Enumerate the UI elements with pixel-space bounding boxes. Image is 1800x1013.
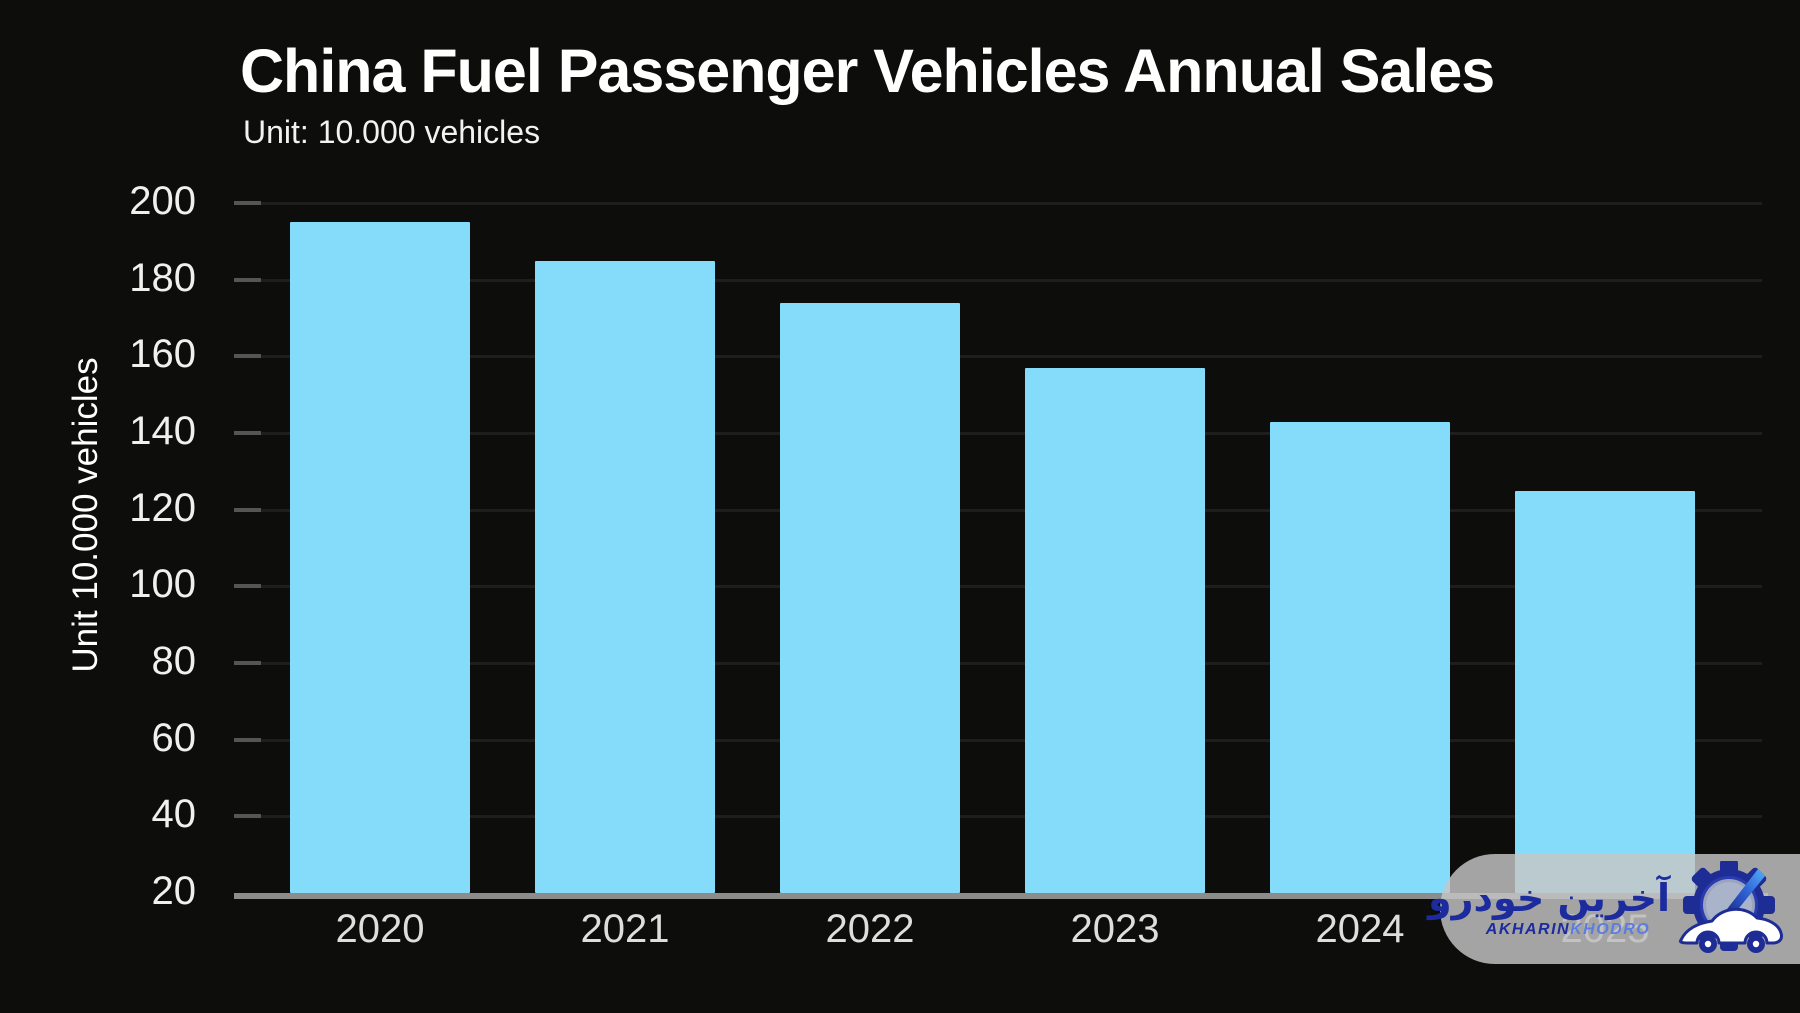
x-axis-line xyxy=(234,893,1768,899)
gear-speedometer-car-logo-icon xyxy=(1678,861,1783,953)
watermark-badge: آخرین خودرو AKHARINKHODRO xyxy=(1428,854,1800,964)
y-tick-mark-80 xyxy=(234,661,261,665)
x-tick-label-2020: 2020 xyxy=(335,907,425,951)
y-tick-label-120: 120 xyxy=(129,485,196,530)
gridline-120 xyxy=(234,508,1762,512)
y-tick-label-80: 80 xyxy=(151,639,197,683)
gridline-80 xyxy=(234,662,1762,665)
bar-2024 xyxy=(1270,421,1450,893)
y-tick-label-180: 180 xyxy=(129,255,196,300)
bar-2021 xyxy=(535,260,715,893)
gridline-60 xyxy=(234,738,1762,742)
y-tick-label-40: 40 xyxy=(151,792,197,837)
gridline-140 xyxy=(234,432,1762,435)
x-tick-label-2024: 2024 xyxy=(1315,907,1405,951)
bar-2023 xyxy=(1025,367,1205,893)
bar-2022 xyxy=(780,302,960,893)
bar-2020 xyxy=(290,222,470,893)
gridline-160 xyxy=(234,355,1762,359)
gridline-100 xyxy=(234,585,1762,589)
y-tick-label-100: 100 xyxy=(129,562,196,607)
gridline-180 xyxy=(234,278,1762,282)
chart-title: China Fuel Passenger Vehicles Annual Sal… xyxy=(240,37,1495,105)
y-tick-mark-200 xyxy=(234,201,261,205)
watermark-latin-bold: AKHARIN xyxy=(1485,921,1571,939)
x-tick-label-2022: 2022 xyxy=(825,907,915,951)
y-tick-mark-120 xyxy=(234,507,261,512)
y-tick-label-60: 60 xyxy=(151,715,197,760)
watermark-latin-text: AKHARINKHODRO xyxy=(1466,921,1670,939)
x-tick-label-2023: 2023 xyxy=(1070,907,1160,951)
bar-2025 xyxy=(1515,490,1695,893)
y-tick-label-140: 140 xyxy=(129,409,196,453)
gridline-40 xyxy=(234,815,1762,819)
y-tick-mark-60 xyxy=(234,737,261,742)
x-tick-label-2021: 2021 xyxy=(580,907,670,951)
y-tick-mark-180 xyxy=(234,277,261,282)
y-tick-mark-40 xyxy=(234,814,261,819)
watermark-persian-text: آخرین خودرو xyxy=(1428,875,1670,920)
watermark-text: آخرین خودرو AKHARINKHODRO xyxy=(1428,875,1670,940)
y-tick-mark-100 xyxy=(234,584,261,589)
y-tick-mark-140 xyxy=(234,431,261,435)
gridline-200 xyxy=(234,202,1762,205)
y-tick-label-200: 200 xyxy=(129,179,196,223)
y-tick-mark-160 xyxy=(234,354,261,359)
y-tick-label-20: 20 xyxy=(151,869,197,913)
chart-subtitle: Unit: 10.000 vehicles xyxy=(243,114,541,150)
watermark-latin-light: KHODRO xyxy=(1570,921,1651,939)
y-tick-label-160: 160 xyxy=(129,332,196,377)
